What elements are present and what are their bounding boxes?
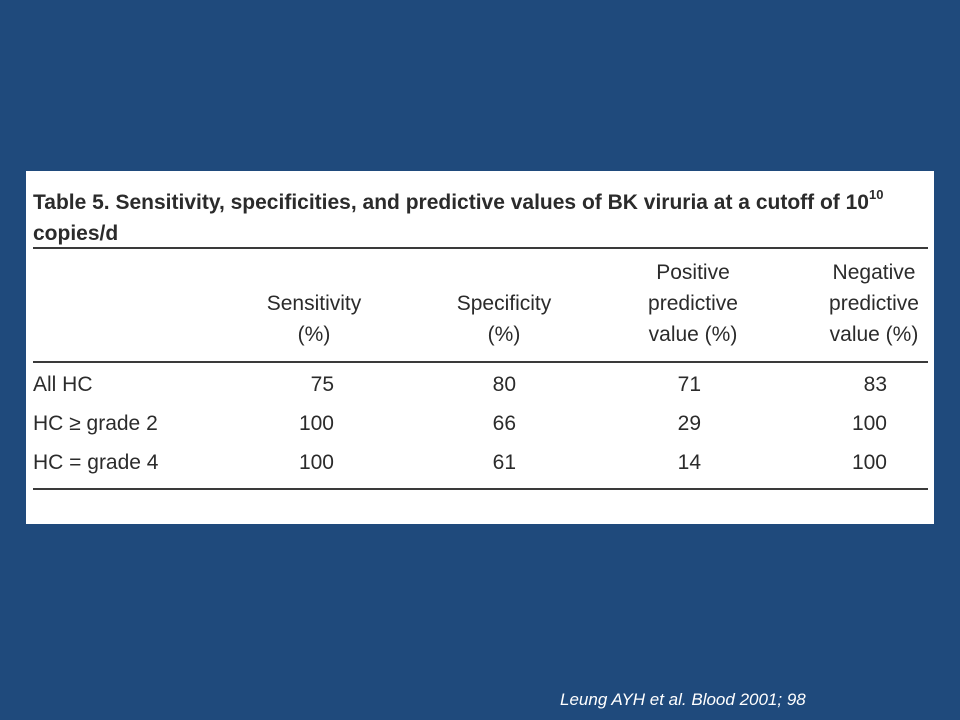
row-label-hc-grade2: HC ≥ grade 2 — [33, 412, 158, 435]
cell-specificity: 66 — [492, 412, 516, 435]
header-negative-predictive-value: Negative predictive value (%) — [789, 257, 959, 350]
header-npv-line3: value (%) — [829, 323, 919, 346]
table-title-superscript: 10 — [868, 187, 884, 202]
cell-npv: 100 — [851, 451, 887, 474]
cell-sensitivity: 100 — [298, 412, 334, 435]
header-sensitivity-line1: Sensitivity — [266, 292, 362, 315]
cell-npv: 83 — [863, 373, 887, 396]
header-specificity: Specificity (%) — [429, 288, 579, 350]
header-ppv-line1: Positive — [656, 261, 730, 284]
header-positive-predictive-value: Positive predictive value (%) — [608, 257, 778, 350]
cell-specificity: 80 — [492, 373, 516, 396]
row-label-all-hc: All HC — [33, 373, 93, 396]
header-specificity-line2: (%) — [487, 323, 521, 346]
header-npv-line1: Negative — [832, 261, 916, 284]
header-sensitivity: Sensitivity (%) — [239, 288, 389, 350]
header-ppv-line3: value (%) — [648, 323, 738, 346]
table-header-rule — [33, 361, 928, 363]
row-label-hc-grade4: HC = grade 4 — [33, 451, 159, 474]
table-title-text: Table 5. Sensitivity, specificities, and… — [33, 191, 869, 214]
cell-ppv: 29 — [677, 412, 701, 435]
cell-sensitivity: 100 — [298, 451, 334, 474]
cell-ppv: 14 — [677, 451, 701, 474]
table-title-suffix: copies/d — [33, 222, 119, 245]
cell-sensitivity: 75 — [310, 373, 334, 396]
cell-npv: 100 — [851, 412, 887, 435]
table-panel: Table 5. Sensitivity, specificities, and… — [26, 171, 934, 524]
cell-specificity: 61 — [492, 451, 516, 474]
cell-ppv: 71 — [677, 373, 701, 396]
header-specificity-line1: Specificity — [456, 292, 552, 315]
table-title: Table 5. Sensitivity, specificities, and… — [33, 181, 913, 249]
header-sensitivity-line2: (%) — [297, 323, 331, 346]
table-top-rule — [33, 247, 928, 249]
table-bottom-rule — [33, 488, 928, 490]
citation-text: Leung AYH et al. Blood 2001; 98 — [560, 690, 806, 709]
header-ppv-line2: predictive — [648, 292, 738, 315]
header-npv-line2: predictive — [829, 292, 919, 315]
